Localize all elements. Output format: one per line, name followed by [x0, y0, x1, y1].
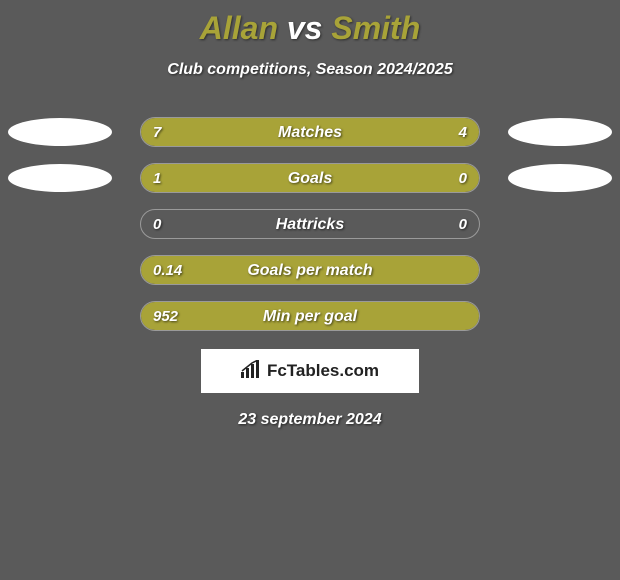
date-line: 23 september 2024: [0, 411, 620, 429]
comparison-title: Allan vs Smith: [0, 0, 620, 47]
subtitle: Club competitions, Season 2024/2025: [0, 61, 620, 79]
stat-row: 74Matches: [0, 117, 620, 147]
bar-track: 10Goals: [140, 163, 480, 193]
stat-row: 952Min per goal: [0, 301, 620, 331]
stat-label: Goals per match: [141, 256, 479, 285]
bar-track: 00Hattricks: [140, 209, 480, 239]
stat-label: Hattricks: [141, 210, 479, 239]
player2-avatar: [508, 164, 612, 192]
vs-separator: vs: [287, 10, 323, 46]
stat-row: 0.14Goals per match: [0, 255, 620, 285]
stat-label: Min per goal: [141, 302, 479, 331]
player1-name: Allan: [200, 10, 278, 46]
bar-track: 952Min per goal: [140, 301, 480, 331]
player1-avatar: [8, 164, 112, 192]
logo-box: FcTables.com: [201, 349, 419, 393]
stat-label: Matches: [141, 118, 479, 147]
stat-row: 10Goals: [0, 163, 620, 193]
player1-avatar: [8, 118, 112, 146]
player2-avatar: [508, 118, 612, 146]
stat-label: Goals: [141, 164, 479, 193]
stat-row: 00Hattricks: [0, 209, 620, 239]
bar-chart-icon: [241, 360, 263, 383]
player2-name: Smith: [331, 10, 420, 46]
logo-text: FcTables.com: [267, 361, 379, 381]
bar-track: 74Matches: [140, 117, 480, 147]
bar-track: 0.14Goals per match: [140, 255, 480, 285]
stats-container: 74Matches 10Goals 00Hattricks 0.14Goals per…: [0, 117, 620, 331]
